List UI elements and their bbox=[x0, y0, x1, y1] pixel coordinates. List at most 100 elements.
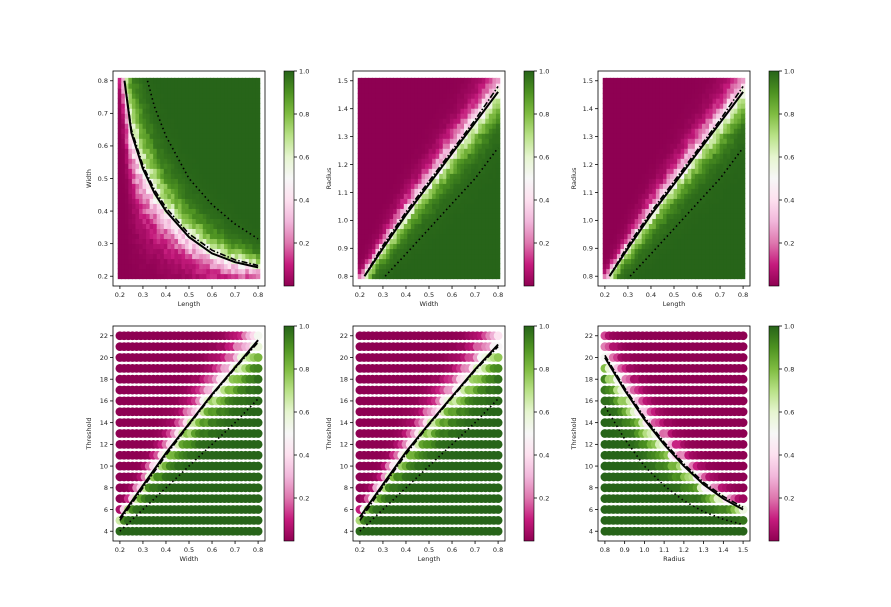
heatmap-cell bbox=[705, 163, 710, 169]
heatmap-cell bbox=[456, 253, 462, 260]
heatmap-cell bbox=[645, 133, 650, 139]
heatmap-cell bbox=[624, 208, 629, 214]
heatmap-cell bbox=[414, 228, 419, 235]
heatmap-cell bbox=[670, 223, 675, 230]
heatmap-cell bbox=[393, 268, 398, 275]
heatmap-cell bbox=[488, 238, 494, 245]
heatmap-cell bbox=[655, 107, 661, 114]
heatmap-cell bbox=[485, 208, 490, 214]
heatmap-cell bbox=[709, 198, 714, 204]
heatmap-cell bbox=[382, 117, 387, 124]
heatmap-cell bbox=[609, 228, 615, 235]
heatmap-cell bbox=[666, 273, 671, 280]
heatmap-cell bbox=[156, 223, 162, 230]
heatmap-cell bbox=[719, 243, 724, 250]
heatmap-cell bbox=[648, 77, 654, 84]
heatmap-cell bbox=[364, 153, 370, 159]
heatmap-cell bbox=[209, 253, 215, 260]
heatmap-cell bbox=[446, 97, 451, 104]
heatmap-cell bbox=[698, 258, 703, 265]
heatmap-cell bbox=[620, 92, 625, 99]
heatmap-cell bbox=[357, 102, 363, 109]
heatmap-cell bbox=[220, 228, 225, 235]
heatmap-cell bbox=[174, 243, 179, 250]
heatmap-cell bbox=[460, 188, 465, 194]
heatmap-cell bbox=[389, 243, 394, 250]
heatmap-cell bbox=[135, 97, 140, 104]
heatmap-cell bbox=[131, 112, 137, 119]
heatmap-cell bbox=[701, 122, 707, 129]
heatmap-cell bbox=[474, 208, 479, 214]
heatmap-cell bbox=[719, 238, 724, 245]
heatmap-cell bbox=[389, 268, 394, 275]
heatmap-cell bbox=[680, 102, 686, 109]
heatmap-cell bbox=[375, 117, 380, 124]
heatmap-cell bbox=[684, 263, 689, 270]
heatmap-cell bbox=[620, 82, 625, 89]
heatmap-cell bbox=[135, 133, 140, 139]
heatmap-cell bbox=[723, 248, 728, 255]
heatmap-cell bbox=[449, 153, 455, 159]
heatmap-cell bbox=[449, 138, 455, 144]
heatmap-cell bbox=[627, 273, 632, 280]
heatmap-cell bbox=[701, 92, 707, 99]
heatmap-cell bbox=[638, 203, 643, 209]
heatmap-cell bbox=[393, 258, 398, 265]
heatmap-cell bbox=[648, 82, 654, 89]
heatmap-cell bbox=[379, 213, 384, 219]
heatmap-cell bbox=[163, 243, 169, 250]
heatmap-cell bbox=[368, 213, 373, 219]
heatmap-cell bbox=[255, 203, 261, 209]
heatmap-cell bbox=[177, 82, 183, 89]
heatmap-cell bbox=[666, 82, 671, 89]
heatmap-cell bbox=[414, 138, 419, 144]
heatmap-cell bbox=[128, 97, 133, 104]
heatmap-cell bbox=[645, 107, 650, 114]
heatmap-cell bbox=[124, 213, 130, 219]
heatmap-cell bbox=[209, 127, 215, 134]
heatmap-cell bbox=[652, 92, 657, 99]
heatmap-cell bbox=[234, 92, 239, 99]
heatmap-cell bbox=[149, 97, 154, 104]
heatmap-cell bbox=[389, 143, 394, 149]
heatmap-cell bbox=[170, 243, 176, 250]
heatmap-cell bbox=[677, 243, 682, 250]
heatmap-cell bbox=[666, 148, 671, 154]
heatmap-cell bbox=[206, 163, 211, 169]
heatmap-cell bbox=[492, 233, 497, 240]
heatmap-cell bbox=[139, 122, 144, 129]
heatmap-cell bbox=[421, 223, 426, 230]
heatmap-cell bbox=[645, 87, 650, 94]
x-tick-label: 0.2 bbox=[355, 291, 365, 299]
heatmap-cell bbox=[160, 158, 165, 164]
heatmap-cell bbox=[153, 253, 158, 260]
heatmap-cell bbox=[117, 193, 123, 199]
heatmap-cell bbox=[361, 193, 366, 199]
heatmap-cell bbox=[153, 143, 158, 149]
heatmap-cell bbox=[170, 198, 176, 204]
heatmap-cell bbox=[652, 238, 657, 245]
heatmap-cell bbox=[659, 153, 664, 159]
heatmap-cell bbox=[648, 138, 654, 144]
heatmap-cell bbox=[192, 213, 197, 219]
heatmap-cell bbox=[428, 198, 433, 204]
heatmap-cell bbox=[121, 188, 126, 194]
heatmap-cell bbox=[386, 112, 391, 119]
heatmap-cell bbox=[361, 112, 366, 119]
heatmap-cell bbox=[192, 112, 197, 119]
heatmap-cell bbox=[245, 168, 250, 174]
heatmap-cell bbox=[396, 107, 402, 114]
heatmap-cell bbox=[224, 223, 229, 230]
heatmap-cell bbox=[432, 213, 437, 219]
heatmap-cell bbox=[410, 178, 416, 184]
heatmap-cell bbox=[726, 258, 732, 265]
heatmap-cell bbox=[400, 127, 405, 134]
heatmap-cell bbox=[655, 273, 661, 280]
heatmap-cell bbox=[128, 153, 133, 159]
heatmap-cell bbox=[192, 117, 197, 124]
heatmap-cell bbox=[474, 223, 479, 230]
heatmap-cell bbox=[698, 193, 703, 199]
heatmap-cell bbox=[414, 268, 419, 275]
heatmap-cell bbox=[698, 223, 703, 230]
heatmap-cell bbox=[153, 153, 158, 159]
